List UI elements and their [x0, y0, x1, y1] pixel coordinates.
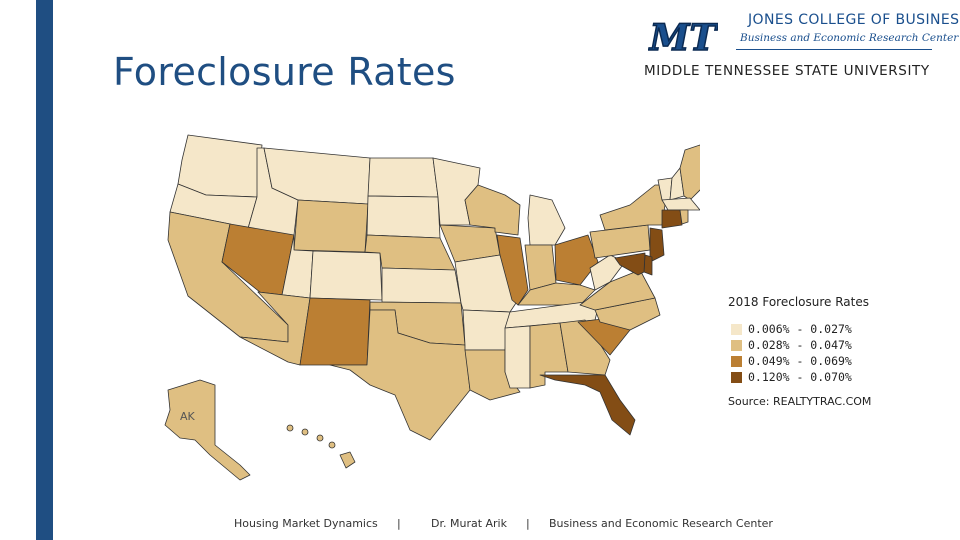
- footer-right: Business and Economic Research Center: [549, 517, 773, 530]
- legend-label: 0.006% - 0.027%: [748, 322, 852, 336]
- legend-swatch: [731, 371, 742, 383]
- state-CO[interactable]: [309, 250, 383, 301]
- source-note: Source: REALTYTRAC.COM: [728, 395, 872, 408]
- state-HI[interactable]: [339, 451, 356, 469]
- footer-separator: |: [526, 517, 530, 530]
- logo-mark-text: MT: [648, 17, 718, 59]
- left-accent-bar: [36, 0, 53, 540]
- alaska-label: AK: [180, 410, 196, 423]
- state-ND[interactable]: [367, 157, 439, 198]
- legend-swatch: [731, 339, 742, 351]
- state-KS[interactable]: [381, 267, 462, 304]
- state-NJ[interactable]: [649, 227, 665, 263]
- state-CT[interactable]: [661, 209, 683, 229]
- state-GA[interactable]: [559, 319, 611, 376]
- legend-swatch: [731, 355, 742, 367]
- state-AK[interactable]: [164, 379, 251, 481]
- us-choropleth-map: AK: [164, 134, 700, 481]
- state-MI[interactable]: [527, 194, 566, 246]
- state-MS[interactable]: [504, 325, 531, 389]
- legend-items: 0.006% - 0.027% 0.028% - 0.047% 0.049% -…: [731, 322, 948, 384]
- hawaii-island-1[interactable]: [286, 424, 294, 432]
- legend-swatch: [731, 323, 742, 335]
- logo-university-name: MIDDLE TENNESSEE STATE UNIVERSITY: [644, 63, 930, 79]
- state-MA[interactable]: [661, 197, 700, 211]
- state-IN[interactable]: [524, 244, 557, 291]
- hawaii-island-4[interactable]: [328, 441, 336, 449]
- state-TX[interactable]: [329, 309, 471, 441]
- logo-center-name: Business and Economic Research Center: [740, 32, 959, 44]
- state-OH[interactable]: [554, 234, 599, 286]
- state-WI[interactable]: [464, 184, 521, 236]
- state-ME[interactable]: [679, 144, 700, 201]
- footer-separator: |: [397, 517, 401, 530]
- state-FL[interactable]: [539, 374, 636, 436]
- legend-label: 0.028% - 0.047%: [748, 338, 852, 352]
- mt-logo-icon: MT: [648, 14, 718, 60]
- legend-item: 0.120% - 0.070%: [731, 370, 948, 384]
- hawaii-island-2[interactable]: [301, 428, 309, 436]
- state-SD[interactable]: [366, 195, 441, 239]
- legend-item: 0.006% - 0.027%: [731, 322, 948, 336]
- logo-divider: [736, 49, 932, 50]
- state-MD[interactable]: [614, 252, 646, 276]
- state-WA[interactable]: [177, 134, 263, 198]
- legend-label: 0.120% - 0.070%: [748, 370, 852, 384]
- state-WY[interactable]: [293, 199, 369, 253]
- state-PA[interactable]: [589, 224, 651, 259]
- map-legend: 2018 Foreclosure Rates 0.006% - 0.027% 0…: [728, 295, 948, 408]
- state-VA[interactable]: [579, 269, 656, 311]
- footer-author: Dr. Murat Arik: [431, 517, 507, 530]
- university-logo: MT JONES COLLEGE OF BUSINESS Business an…: [640, 10, 960, 82]
- slide-title: Foreclosure Rates: [113, 50, 456, 94]
- state-DE[interactable]: [643, 254, 653, 276]
- logo-college-name: JONES COLLEGE OF BUSINESS: [748, 12, 960, 28]
- legend-label: 0.049% - 0.069%: [748, 354, 852, 368]
- state-WV[interactable]: [589, 254, 626, 291]
- state-AR[interactable]: [462, 309, 511, 351]
- state-NM[interactable]: [299, 297, 371, 366]
- state-NY[interactable]: [599, 184, 669, 231]
- footer-left: Housing Market Dynamics: [234, 517, 378, 530]
- state-RI[interactable]: [679, 209, 689, 225]
- legend-title: 2018 Foreclosure Rates: [728, 295, 869, 309]
- hawaii-island-3[interactable]: [316, 434, 324, 442]
- legend-item: 0.049% - 0.069%: [731, 354, 948, 368]
- legend-item: 0.028% - 0.047%: [731, 338, 948, 352]
